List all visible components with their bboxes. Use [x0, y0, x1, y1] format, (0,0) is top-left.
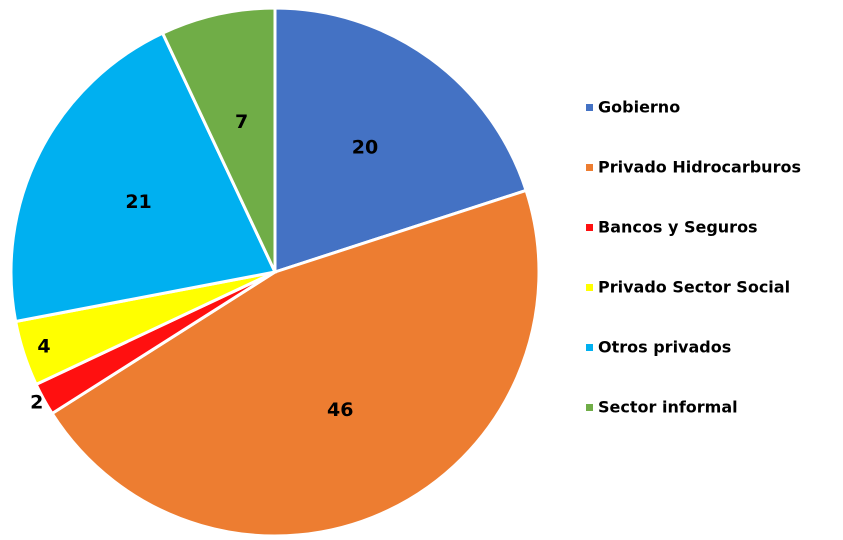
legend-swatch — [586, 284, 593, 291]
legend-swatch — [586, 344, 593, 351]
legend-swatch — [586, 404, 593, 411]
data-label: 2 — [30, 391, 43, 413]
data-label: 7 — [235, 111, 248, 133]
pie-slice — [160, 6, 277, 273]
legend-label: Privado Sector Social — [598, 278, 790, 297]
legend-label: Bancos y Seguros — [598, 218, 758, 237]
data-label: 46 — [327, 399, 353, 421]
pie-slice — [50, 188, 541, 538]
legend-label: Otros privados — [598, 338, 731, 357]
data-label: 21 — [125, 191, 151, 213]
legend-label: Sector informal — [598, 398, 738, 417]
pie-slice — [273, 6, 528, 275]
legend-swatch — [586, 164, 593, 171]
legend-label: Gobierno — [598, 98, 680, 117]
legend-swatch — [586, 224, 593, 231]
pie-slice — [9, 31, 278, 324]
data-label: 4 — [37, 336, 50, 358]
legend-label: Privado Hidrocarburos — [598, 158, 801, 177]
legend-swatch — [586, 104, 593, 111]
data-label: 20 — [352, 137, 378, 159]
